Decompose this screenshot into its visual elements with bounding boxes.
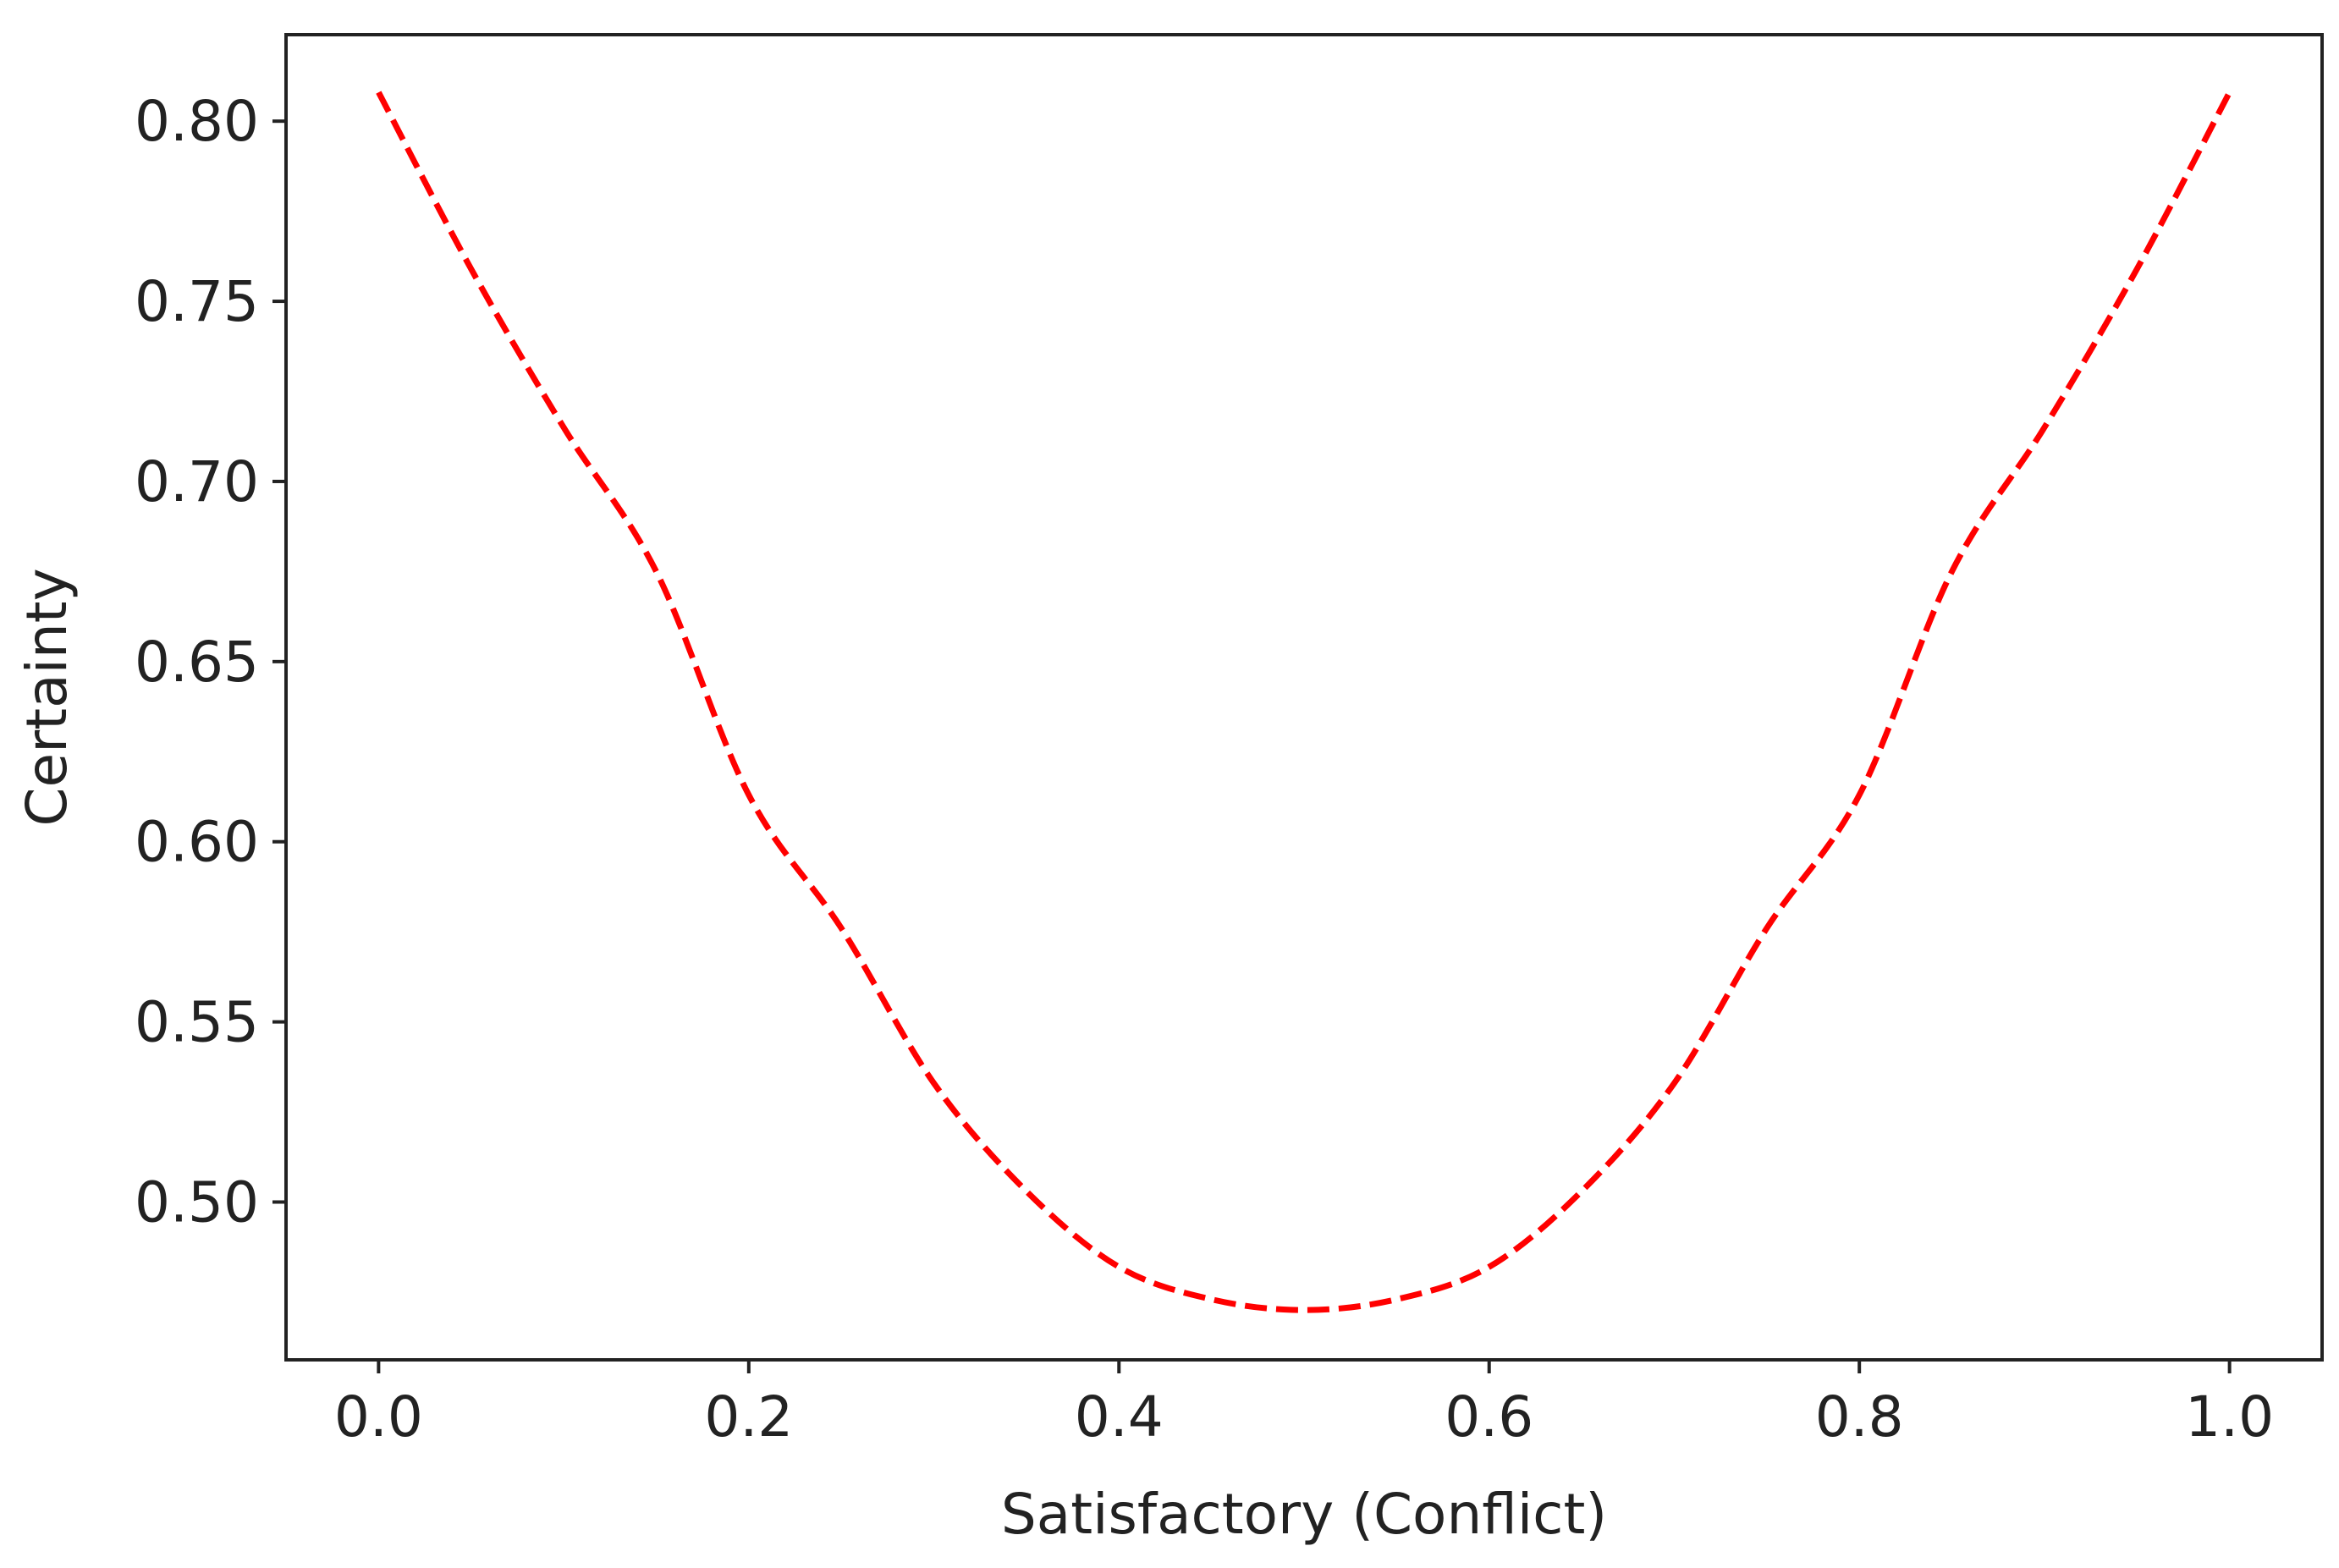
series-line (376, 91, 2232, 1313)
plot-area (284, 33, 2324, 1362)
y-tick-label: 0.60 (135, 810, 259, 875)
y-axis-ticks: 0.50 0.55 0.60 0.65 0.70 0.75 0.80 (135, 89, 286, 1235)
y-axis-label: Certainty (14, 568, 80, 826)
series-layer (376, 91, 2232, 1313)
x-tick-label: 0.6 (1445, 1384, 1533, 1450)
x-tick-label: 0.4 (1075, 1384, 1164, 1450)
y-tick-label: 0.55 (135, 990, 259, 1055)
x-tick-label: 0.2 (704, 1384, 793, 1450)
y-tick-label: 0.65 (135, 630, 259, 695)
x-axis-ticks: 0.0 0.2 0.4 0.6 0.8 1.0 (334, 1360, 2274, 1450)
x-tick-label: 0.0 (334, 1384, 423, 1450)
y-tick-label: 0.70 (135, 449, 259, 514)
x-axis-label: Satisfactory (Conflict) (1001, 1482, 1607, 1547)
y-tick-label: 0.50 (135, 1170, 259, 1235)
x-tick-label: 1.0 (2185, 1384, 2274, 1450)
y-tick-label: 0.75 (135, 269, 259, 334)
x-tick-label: 0.8 (1815, 1384, 1904, 1450)
y-tick-label: 0.80 (135, 89, 259, 154)
